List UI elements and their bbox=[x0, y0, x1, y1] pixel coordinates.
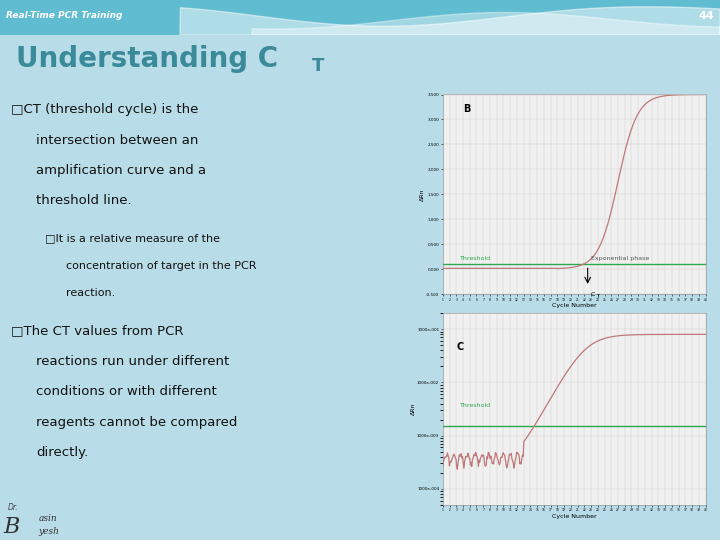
Text: Β: Β bbox=[3, 516, 19, 538]
Polygon shape bbox=[252, 12, 720, 35]
Text: threshold line.: threshold line. bbox=[37, 194, 132, 207]
X-axis label: Cycle Number: Cycle Number bbox=[552, 303, 596, 308]
Text: T: T bbox=[312, 57, 325, 75]
Text: Understanding C: Understanding C bbox=[16, 45, 278, 73]
Text: directly.: directly. bbox=[37, 446, 89, 459]
Text: reaction.: reaction. bbox=[66, 288, 115, 298]
Text: □CT (threshold cycle) is the: □CT (threshold cycle) is the bbox=[12, 103, 199, 116]
Text: concentration of target in the PCR: concentration of target in the PCR bbox=[66, 261, 256, 271]
Text: Exponential phase: Exponential phase bbox=[591, 256, 649, 261]
Text: Threshold: Threshold bbox=[459, 403, 491, 408]
Y-axis label: ΔRn: ΔRn bbox=[410, 403, 415, 415]
Y-axis label: ΔRn: ΔRn bbox=[420, 188, 425, 201]
Text: C: C bbox=[591, 292, 595, 297]
Text: intersection between an: intersection between an bbox=[37, 133, 199, 146]
Text: asin: asin bbox=[38, 514, 57, 523]
Text: Threshold: Threshold bbox=[459, 256, 491, 261]
Text: B: B bbox=[463, 104, 470, 114]
Text: reagents cannot be compared: reagents cannot be compared bbox=[37, 416, 238, 429]
Text: reactions run under different: reactions run under different bbox=[37, 355, 230, 368]
Polygon shape bbox=[180, 6, 720, 35]
Text: amplification curve and a: amplification curve and a bbox=[37, 164, 207, 177]
Text: □It is a relative measure of the: □It is a relative measure of the bbox=[45, 234, 220, 244]
Text: C: C bbox=[456, 342, 464, 353]
Text: □The CT values from PCR: □The CT values from PCR bbox=[12, 325, 184, 338]
Text: Real-Time PCR Training: Real-Time PCR Training bbox=[6, 11, 122, 21]
Text: T: T bbox=[596, 294, 600, 299]
X-axis label: Cycle Number: Cycle Number bbox=[552, 514, 596, 519]
Text: 44: 44 bbox=[698, 11, 714, 21]
Text: Dr.: Dr. bbox=[8, 503, 19, 512]
Text: yesh: yesh bbox=[38, 527, 59, 536]
Text: conditions or with different: conditions or with different bbox=[37, 385, 217, 399]
